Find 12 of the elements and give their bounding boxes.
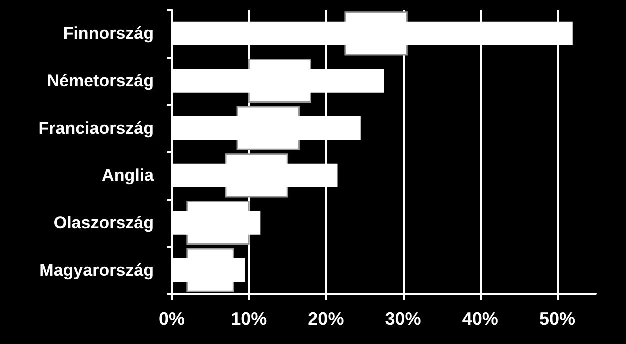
y-tick-label: Franciaország — [38, 118, 154, 138]
x-tick-label: 10% — [231, 309, 268, 329]
x-tick-label: 50% — [539, 309, 576, 329]
y-tick-label: Olaszország — [54, 214, 154, 232]
x-tick-label: 20% — [308, 309, 344, 329]
x-tick-label: 0% — [158, 309, 186, 329]
y-tick-label: Németország — [47, 72, 154, 90]
y-tick-label: Anglia — [102, 166, 155, 186]
x-tick-label: 40% — [462, 309, 498, 329]
y-tick-label: Finnország — [63, 24, 154, 44]
x-tick-label: 30% — [385, 309, 422, 329]
y-tick-label: Magyarország — [40, 260, 154, 280]
